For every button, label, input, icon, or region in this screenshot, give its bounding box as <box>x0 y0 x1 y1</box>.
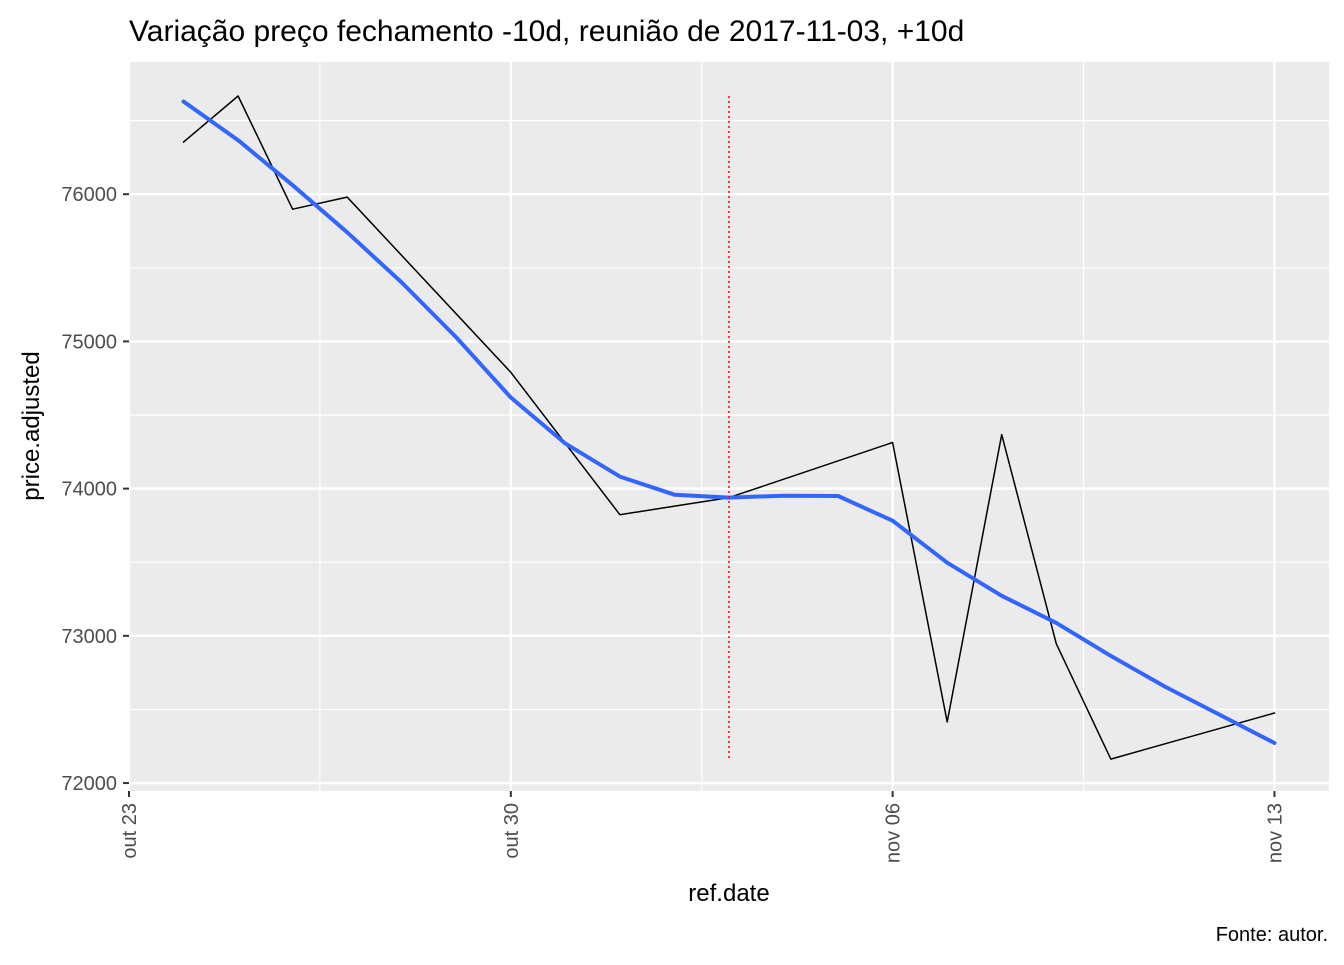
y-tick-label: 73000 <box>61 626 117 648</box>
x-tick-label: out 30 <box>501 803 523 859</box>
y-tick-label: 72000 <box>61 773 117 795</box>
chart-title: Variação preço fechamento -10d, reunião … <box>129 15 964 48</box>
x-tick-label: out 23 <box>119 803 141 859</box>
y-tick-label: 76000 <box>61 184 117 206</box>
y-tick-label: 75000 <box>61 331 117 353</box>
y-axis-label: price.adjusted <box>18 351 45 500</box>
y-tick-label: 74000 <box>61 479 117 501</box>
caption: Fonte: autor. <box>1216 924 1328 946</box>
x-tick-label: nov 06 <box>883 803 905 863</box>
x-tick-label: nov 13 <box>1264 803 1286 863</box>
x-axis-label: ref.date <box>688 880 769 907</box>
